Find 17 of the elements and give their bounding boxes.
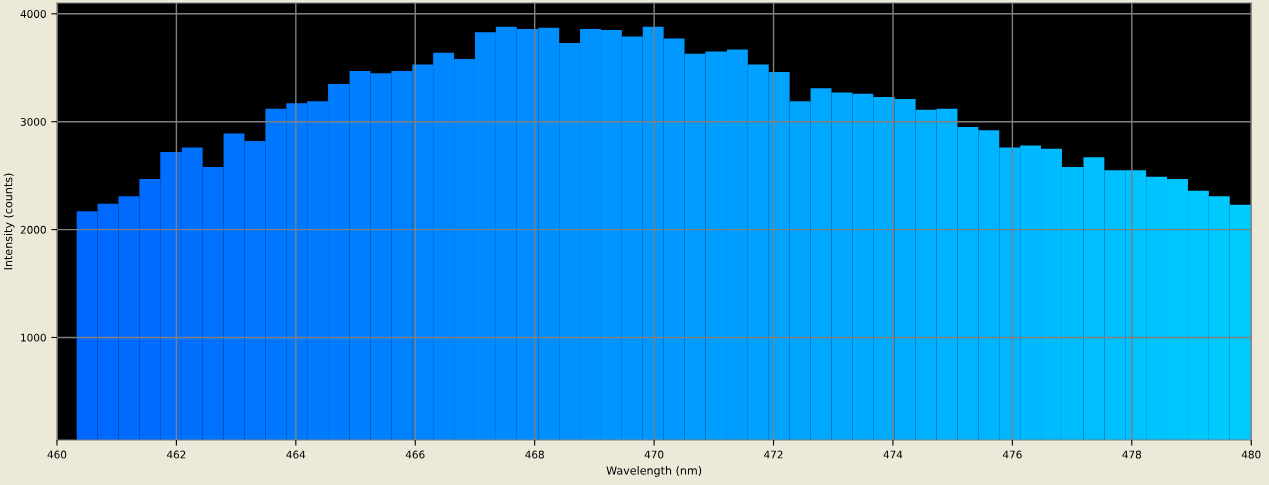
x-tick-label: 470 bbox=[644, 450, 664, 459]
x-tick-label: 480 bbox=[1241, 450, 1261, 459]
y-axis-title: Intensity (counts) bbox=[3, 173, 15, 270]
y-tick-label: 3000 bbox=[20, 117, 46, 126]
y-tick-label: 4000 bbox=[20, 10, 46, 18]
y-tick-label: 1000 bbox=[21, 333, 46, 342]
x-tick-label: 478 bbox=[1122, 450, 1142, 459]
x-tick-label: 468 bbox=[525, 450, 544, 459]
x-tick-label: 466 bbox=[405, 450, 425, 459]
x-tick-label: 472 bbox=[764, 450, 783, 459]
x-tick-label: 460 bbox=[47, 450, 67, 459]
y-tick-label: 2000 bbox=[20, 225, 46, 234]
x-tick-label: 474 bbox=[883, 450, 903, 459]
x-tick-label: 476 bbox=[1002, 450, 1022, 459]
x-tick-label: 462 bbox=[166, 450, 186, 459]
x-axis-title: Wavelength (nm) bbox=[606, 466, 702, 477]
x-tick-label: 464 bbox=[286, 450, 306, 459]
